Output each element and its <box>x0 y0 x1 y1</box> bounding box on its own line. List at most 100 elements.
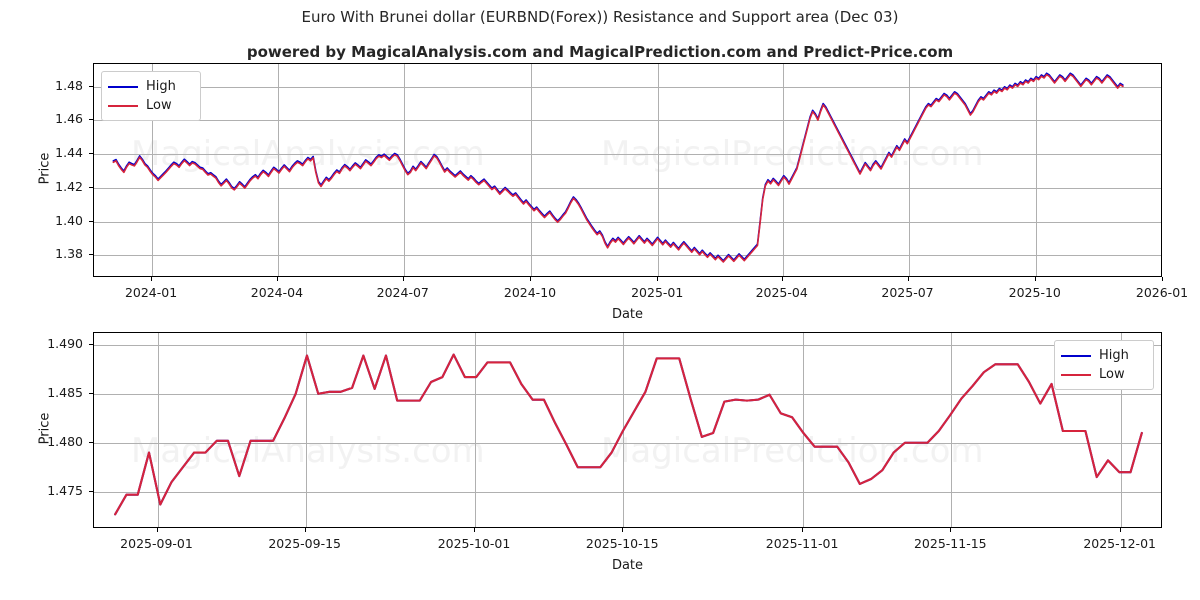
top-y-axis-label: Price <box>37 152 53 185</box>
gridline-horizontal <box>94 491 1161 493</box>
x-tick-label: 2025-11-01 <box>765 536 839 551</box>
x-tick-mark <box>622 528 624 532</box>
legend-label-high: High <box>146 79 176 94</box>
y-tick-mark <box>89 392 93 394</box>
x-tick-mark <box>907 277 909 281</box>
gridline-vertical <box>475 333 477 527</box>
x-tick-mark <box>474 528 476 532</box>
gridline-horizontal <box>94 393 1161 395</box>
bottom-x-axis-label: Date <box>611 558 644 573</box>
y-tick-label: 1.475 <box>47 482 83 498</box>
y-tick-label: 1.480 <box>47 433 83 449</box>
gridline-horizontal <box>94 255 1161 257</box>
x-tick-label: 2025-12-01 <box>1083 536 1156 551</box>
series-line-high <box>114 353 1143 516</box>
gridline-vertical <box>157 333 159 527</box>
y-tick-mark <box>89 220 93 222</box>
gridline-vertical <box>908 64 910 276</box>
y-tick-label: 1.46 <box>55 111 83 127</box>
x-tick-label: 2024-04 <box>250 285 304 300</box>
x-tick-label: 2026-01 <box>1135 285 1189 300</box>
gridline-horizontal <box>94 86 1161 88</box>
x-tick-label: 2025-04 <box>755 285 808 300</box>
series-line-low <box>112 73 1124 263</box>
x-tick-mark <box>657 277 659 281</box>
series-container <box>112 72 1124 263</box>
x-tick-mark <box>530 277 531 281</box>
legend-entry-high[interactable]: High <box>108 77 192 96</box>
x-tick-label: 2025-11-15 <box>913 536 987 551</box>
page-title: Euro With Brunei dollar (EURBND(Forex)) … <box>301 8 899 26</box>
x-tick-label: 2025-10 <box>1008 285 1061 300</box>
bottom-y-axis-label: Price <box>37 412 53 445</box>
series-line-low <box>114 353 1143 516</box>
top-plot-area[interactable]: MagicalAnalysis.com MagicalPrediction.com <box>93 63 1162 277</box>
top-x-axis-label: Date <box>611 307 644 322</box>
gridline-vertical <box>531 64 532 276</box>
x-tick-label: 2024-01 <box>124 285 178 300</box>
x-tick-mark <box>402 277 404 281</box>
series-line-high <box>112 72 1124 262</box>
x-tick-mark <box>276 277 278 281</box>
y-tick-mark <box>89 85 93 87</box>
page-subtitle: powered by MagicalAnalysis.com and Magic… <box>246 43 954 61</box>
legend-line-low-icon <box>108 104 138 107</box>
gridline-vertical <box>1035 64 1037 276</box>
x-tick-label: 2024-10 <box>503 285 557 300</box>
x-tick-label: 2025-09-15 <box>268 536 341 551</box>
y-tick-label: 1.40 <box>55 212 83 228</box>
bottom-plot-area[interactable]: MagicalAnalysis.com MagicalPrediction.com <box>93 332 1162 528</box>
gridline-vertical <box>782 64 784 276</box>
y-tick-label: 1.485 <box>47 384 83 400</box>
y-tick-mark <box>89 153 93 155</box>
legend-line-high-icon <box>1061 354 1091 357</box>
legend-entry-high[interactable]: High <box>1061 346 1145 365</box>
x-tick-mark <box>1119 528 1121 532</box>
gridline-horizontal <box>94 120 1161 122</box>
gridline-vertical <box>803 333 805 527</box>
y-tick-mark <box>89 490 93 492</box>
x-tick-mark <box>781 277 783 281</box>
x-tick-mark <box>1034 277 1036 281</box>
gridline-horizontal <box>94 344 1161 346</box>
x-tick-mark <box>304 528 306 532</box>
legend-line-high-icon <box>108 85 138 88</box>
legend-line-low-icon <box>1061 373 1091 376</box>
y-tick-mark <box>89 441 93 443</box>
x-tick-label: 2025-10-01 <box>437 536 511 551</box>
x-tick-mark <box>156 528 158 532</box>
legend-label-high: High <box>1099 348 1129 363</box>
y-tick-label: 1.490 <box>47 335 83 351</box>
y-tick-label: 1.42 <box>55 178 83 194</box>
y-tick-mark <box>89 119 93 121</box>
top-legend[interactable]: High Low <box>101 71 201 121</box>
gridline-horizontal <box>94 154 1161 156</box>
x-tick-mark <box>802 528 804 532</box>
bottom-legend[interactable]: High Low <box>1054 340 1154 390</box>
x-tick-label: 2025-09-01 <box>120 536 193 551</box>
gridline-vertical <box>305 333 307 527</box>
legend-entry-low[interactable]: Low <box>108 96 192 115</box>
x-tick-mark <box>1162 277 1163 281</box>
legend-entry-low[interactable]: Low <box>1061 365 1145 384</box>
gridline-horizontal <box>94 442 1161 444</box>
legend-label-low: Low <box>146 98 172 113</box>
y-tick-label: 1.38 <box>55 246 83 262</box>
gridline-vertical <box>152 64 154 276</box>
gridline-horizontal <box>94 187 1161 189</box>
series-container <box>114 353 1143 516</box>
y-tick-mark <box>89 186 93 188</box>
x-tick-label: 2025-10-15 <box>585 536 659 551</box>
y-tick-mark <box>89 343 93 345</box>
gridline-vertical <box>951 333 953 527</box>
gridline-vertical <box>658 64 660 276</box>
x-tick-label: 2025-07 <box>881 285 934 300</box>
gridline-vertical <box>277 64 279 276</box>
x-tick-mark <box>950 528 952 532</box>
y-tick-label: 1.44 <box>55 145 83 161</box>
y-tick-label: 1.48 <box>55 77 83 93</box>
y-tick-mark <box>89 254 93 256</box>
x-tick-label: 2024-07 <box>376 285 429 300</box>
x-tick-label: 2025-01 <box>631 285 684 300</box>
